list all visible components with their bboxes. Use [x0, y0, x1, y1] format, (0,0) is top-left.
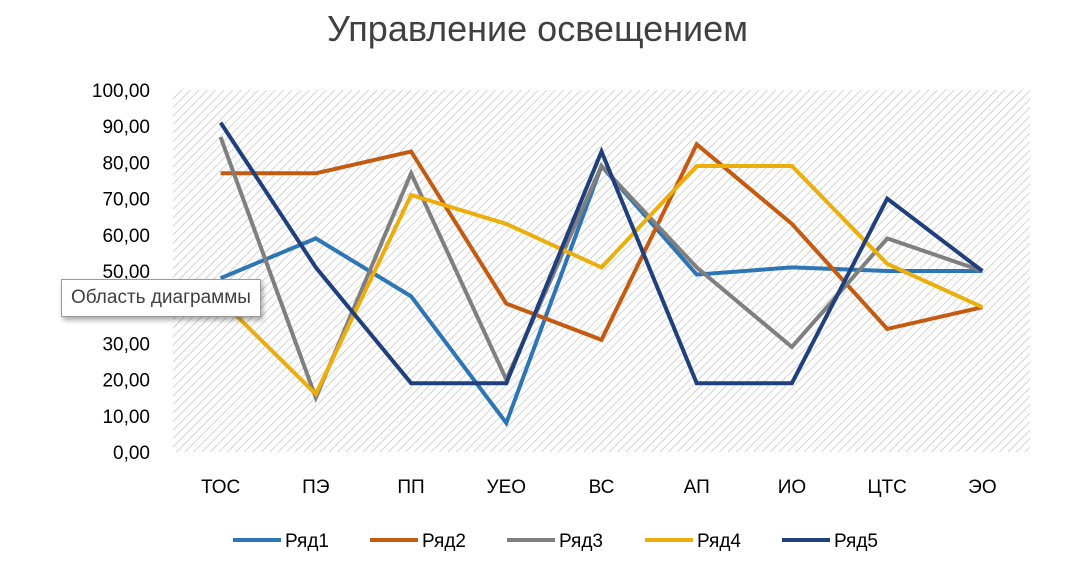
- series-line-Ряд4[interactable]: [219, 164, 984, 398]
- series-line-Ряд5[interactable]: [218, 121, 984, 386]
- y-tick-label: 20,00: [102, 371, 150, 392]
- legend-label: Ряд5: [834, 531, 878, 552]
- x-tick-label: ИО: [778, 477, 806, 498]
- x-tick-label: ТОС: [201, 477, 240, 498]
- legend-label: Ряд2: [422, 531, 466, 552]
- y-tick-label: 90,00: [102, 117, 150, 138]
- y-tick-label: 30,00: [102, 334, 150, 355]
- y-tick-label: 0,00: [113, 443, 150, 464]
- chart-title: Управление освещением: [327, 8, 748, 49]
- legend-label: Ряд3: [559, 531, 603, 552]
- x-tick-label: АП: [684, 477, 710, 498]
- legend-label: Ряд4: [697, 531, 741, 552]
- x-tick-label: УЕО: [487, 477, 527, 498]
- x-tick-label: ЦТС: [867, 477, 906, 498]
- y-tick-label: 70,00: [102, 190, 150, 211]
- y-tick-label: 50,00: [102, 262, 150, 283]
- x-tick-label: ПЭ: [302, 477, 329, 498]
- chart-area-tooltip: Область диаграммы: [61, 279, 261, 317]
- x-tick-label: ВС: [589, 477, 615, 498]
- y-tick-label: 80,00: [102, 153, 150, 174]
- series-line-Ряд2[interactable]: [220, 141, 983, 343]
- y-tick-label: 100,00: [92, 81, 150, 102]
- legend-label: Ряд1: [285, 531, 329, 552]
- x-tick-label: ЭО: [968, 477, 996, 498]
- x-tick-label: ПП: [397, 477, 424, 498]
- y-tick-label: 60,00: [102, 226, 150, 247]
- y-tick-label: 10,00: [102, 407, 150, 428]
- series-line-Ряд3[interactable]: [218, 136, 984, 404]
